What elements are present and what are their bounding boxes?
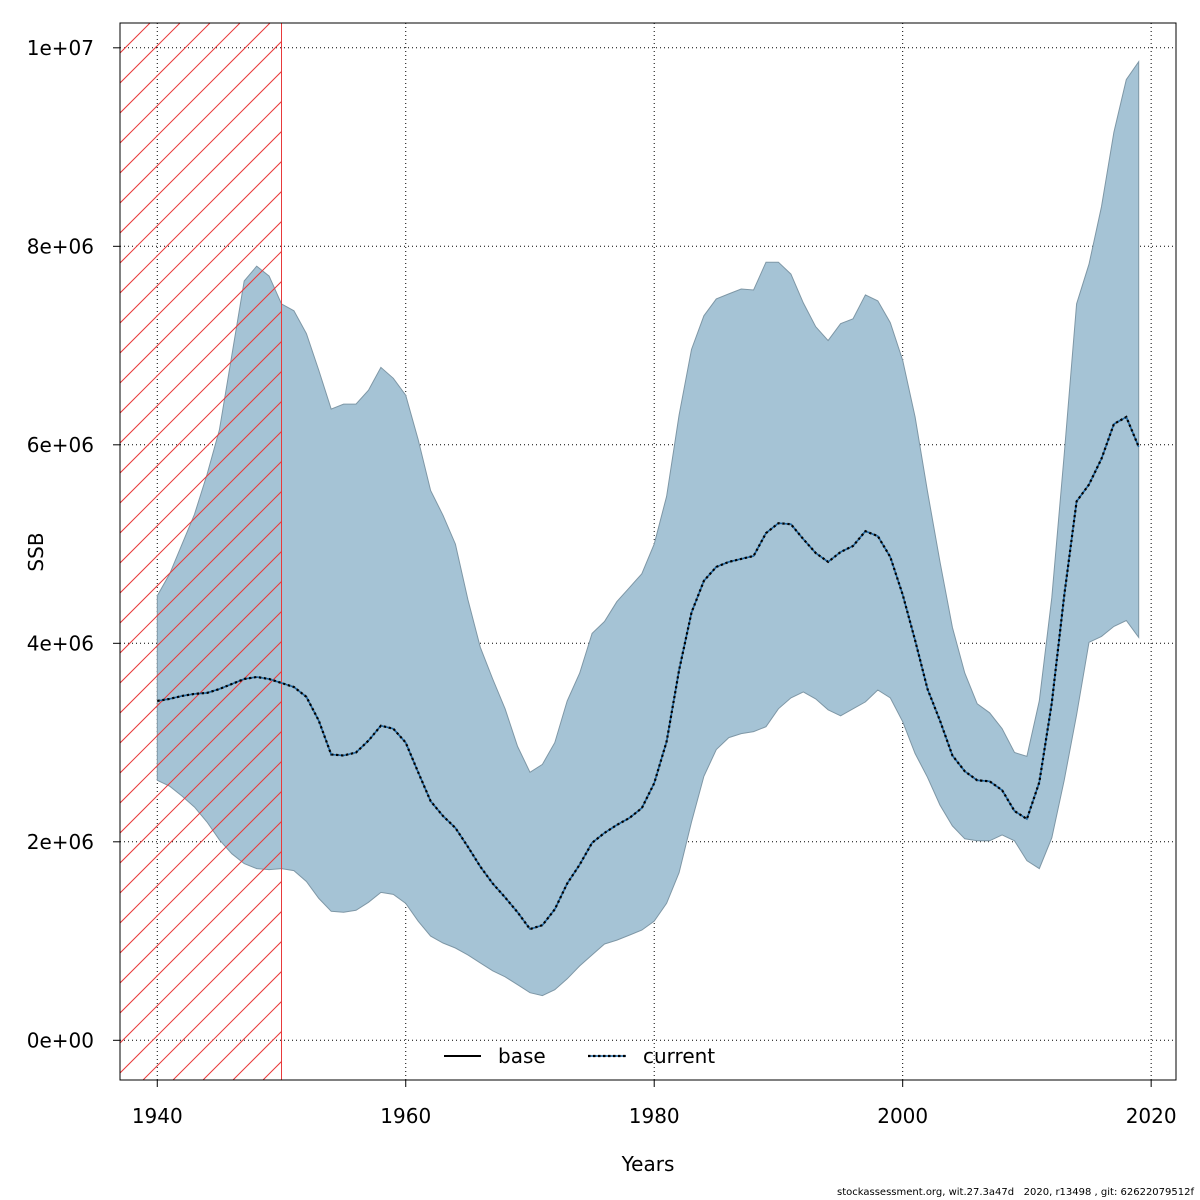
x-tick-label: 1960 <box>380 1104 431 1128</box>
hatch-border <box>120 23 283 1080</box>
x-tick-label: 1940 <box>132 1104 183 1128</box>
legend: base current <box>444 1044 715 1068</box>
y-tick-label: 0e+00 <box>27 1028 94 1052</box>
x-axis: 1940 1960 1980 2000 2020 <box>132 1080 1177 1128</box>
hatch-line <box>120 820 282 984</box>
y-axis-title: SSB <box>24 532 48 571</box>
hatch-line <box>120 70 282 234</box>
x-tick-label: 2020 <box>1126 1104 1177 1128</box>
hatch-line <box>120 23 151 54</box>
confidence-band <box>156 60 1140 997</box>
hatch-line <box>120 880 282 1044</box>
current-line-dark <box>157 415 1140 931</box>
y-axis: 0e+00 2e+06 4e+06 6e+06 8e+06 1e+07 <box>27 36 120 1052</box>
legend-current-label: current <box>643 1044 715 1068</box>
hatch-line <box>120 130 282 294</box>
hatch-line <box>120 850 282 1014</box>
hatched-region <box>120 23 283 1080</box>
y-tick-label: 6e+06 <box>27 433 94 457</box>
hatch-line <box>120 460 282 624</box>
current-line <box>157 415 1140 931</box>
y-tick-label: 1e+07 <box>27 36 94 60</box>
y-tick-label: 4e+06 <box>27 631 94 655</box>
hatch-line <box>120 400 282 564</box>
hatch-line <box>120 23 121 24</box>
x-tick-label: 2000 <box>877 1104 928 1128</box>
hatch-line <box>120 430 282 594</box>
y-tick-label: 8e+06 <box>27 234 94 258</box>
hatch-line <box>120 40 282 204</box>
hatch-line <box>120 100 282 264</box>
y-tick-label: 2e+06 <box>27 830 94 854</box>
x-tick-label: 1980 <box>629 1104 680 1128</box>
hatch-line <box>120 520 282 684</box>
hatch-line <box>120 490 282 654</box>
plot-frame <box>119 22 1177 1081</box>
legend-base-label: base <box>498 1044 546 1068</box>
x-axis-title: Years <box>621 1152 675 1176</box>
hatch-line <box>120 760 282 924</box>
hatch-line <box>120 160 282 324</box>
hatch-line <box>120 790 282 954</box>
hatch-line <box>120 190 282 354</box>
footer-note: stockassessment.org, wit.27.3a47d 2020, … <box>837 1187 1194 1198</box>
